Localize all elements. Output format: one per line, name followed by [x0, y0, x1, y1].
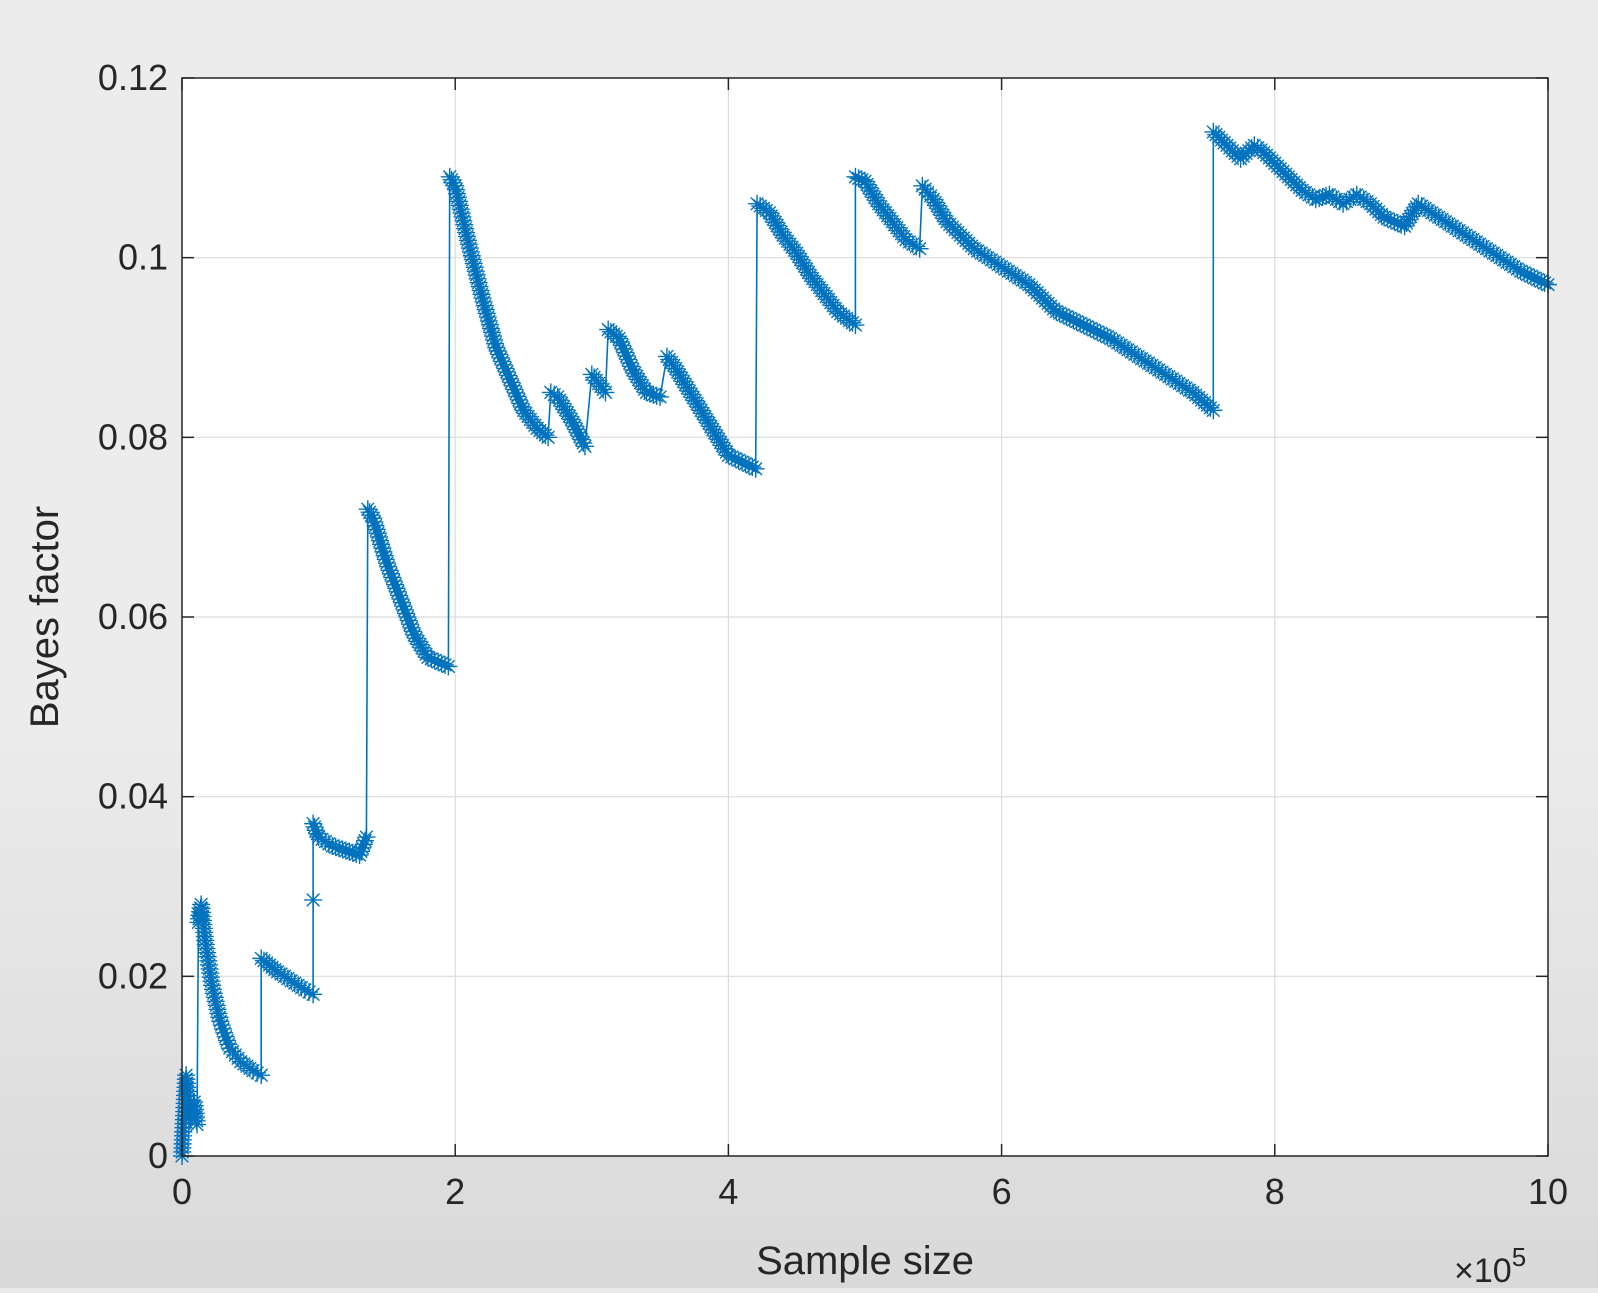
- data-point: [1057, 307, 1076, 326]
- y-tick-label: 0.1: [118, 237, 168, 278]
- data-point: [211, 1012, 230, 1031]
- data-point: [357, 828, 376, 847]
- x-axis-exponent: ×105: [1454, 1242, 1526, 1288]
- data-point: [435, 655, 454, 674]
- data-point: [635, 380, 654, 399]
- x-tick-label: 0: [172, 1171, 192, 1212]
- data-point: [644, 385, 663, 404]
- data-point: [746, 459, 765, 478]
- data-point: [1204, 401, 1223, 420]
- data-point: [372, 535, 391, 554]
- data-point: [354, 835, 373, 854]
- x-tick-label: 6: [992, 1171, 1012, 1212]
- data-point: [356, 831, 375, 850]
- data-point: [304, 890, 323, 909]
- data-series: [173, 122, 1557, 1165]
- data-point: [432, 654, 451, 673]
- data-point: [373, 539, 392, 558]
- x-tick-label: 4: [718, 1171, 738, 1212]
- data-point: [846, 316, 865, 335]
- x-multiplier: ×10: [1454, 1252, 1512, 1288]
- data-point: [213, 1019, 232, 1038]
- data-point: [575, 437, 594, 456]
- data-point: [188, 1115, 207, 1134]
- data-point: [511, 394, 530, 413]
- data-point: [574, 433, 593, 452]
- data-point: [375, 546, 394, 565]
- grid-lines: [181, 77, 1549, 1157]
- data-point: [369, 527, 388, 546]
- x-multiplier-exponent: 5: [1512, 1242, 1526, 1272]
- x-tick-label: 10: [1528, 1171, 1568, 1212]
- x-axis-label: Sample size: [756, 1239, 974, 1283]
- y-axis-label: Bayes factor: [23, 506, 67, 728]
- data-point: [910, 239, 929, 258]
- data-point: [1392, 215, 1411, 234]
- data-point: [371, 531, 390, 550]
- y-tick-label: 0: [148, 1135, 168, 1176]
- data-point: [743, 458, 762, 477]
- data-point: [364, 509, 383, 528]
- data-point: [651, 387, 670, 406]
- x-tick-label: 2: [445, 1171, 465, 1212]
- data-point: [365, 512, 384, 531]
- data-point: [726, 449, 745, 468]
- axis-ticks: 0 2 4 6 8 10 0 0.02 0.04 0.06 0.08 0.1 0.12: [98, 57, 1568, 1212]
- data-point: [366, 516, 385, 535]
- data-point: [620, 353, 639, 372]
- data-point: [616, 343, 635, 362]
- data-point: [647, 386, 666, 405]
- y-tick-label: 0.02: [98, 955, 168, 996]
- data-point: [1395, 217, 1414, 236]
- y-tick-label: 0.12: [98, 57, 168, 98]
- data-point: [368, 524, 387, 543]
- data-point: [374, 542, 393, 561]
- data-point: [252, 1066, 271, 1085]
- data-point: [304, 985, 323, 1004]
- data-point: [367, 520, 386, 539]
- y-tick-label: 0.04: [98, 776, 168, 817]
- data-point: [212, 1016, 231, 1035]
- data-point: [1054, 305, 1073, 324]
- x-tick-label: 8: [1265, 1171, 1285, 1212]
- data-point: [539, 428, 558, 447]
- data-point: [439, 657, 458, 676]
- y-tick-label: 0.08: [98, 416, 168, 457]
- data-point: [596, 383, 615, 402]
- y-tick-label: 0.06: [98, 596, 168, 637]
